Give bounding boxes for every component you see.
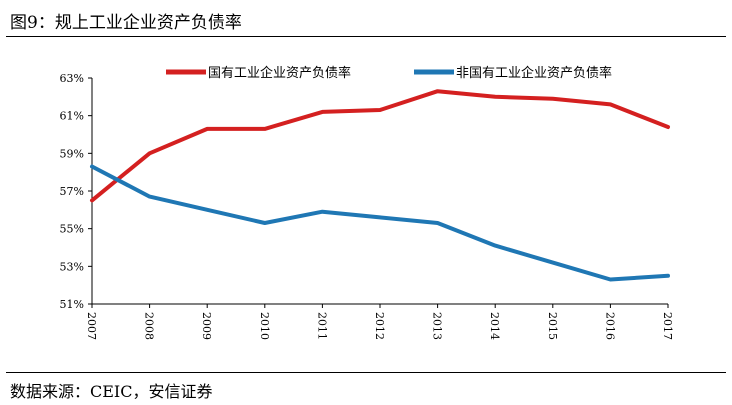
x-tick-label: 2009	[200, 312, 213, 340]
chart-title: 图9：规上工业企业资产负债率	[10, 13, 242, 33]
series-line-state-owned	[90, 89, 670, 203]
y-tick-label: 61%	[60, 110, 84, 123]
x-tick-label: 2008	[143, 312, 156, 340]
y-tick-label: 57%	[60, 185, 84, 198]
x-tick-label: 2016	[603, 312, 616, 340]
top-divider	[6, 36, 726, 37]
source-note: 数据来源：CEIC，安信证券	[10, 382, 213, 401]
y-tick-label: 51%	[60, 298, 84, 311]
x-tick-label: 2017	[661, 312, 674, 340]
x-tick-label: 2011	[315, 312, 328, 340]
x-tick-label: 2012	[373, 312, 386, 340]
legend: 国有工业企业资产负债率 非国有工业企业资产负债率	[166, 65, 612, 81]
x-tick-label: 2013	[431, 312, 444, 340]
x-tick-label: 2010	[258, 312, 271, 340]
x-tick-label: 2014	[488, 312, 501, 340]
legend-label: 国有工业企业资产负债率	[208, 65, 351, 81]
bottom-divider	[6, 372, 726, 373]
y-tick-label: 59%	[60, 147, 84, 160]
y-tick-label: 63%	[60, 72, 84, 85]
x-tick-label: 2007	[85, 312, 98, 340]
y-tick-label: 55%	[60, 223, 84, 236]
x-tick-label: 2015	[546, 312, 559, 340]
series-layer	[90, 89, 670, 282]
y-tick-label: 53%	[60, 260, 84, 273]
series-line-non-state-owned	[90, 164, 670, 282]
axes: 51% 53% 55% 57% 59% 61% 63% 2007 2008 2009 2010 201…	[60, 72, 674, 340]
legend-label: 非国有工业企业资产负债率	[456, 65, 612, 81]
